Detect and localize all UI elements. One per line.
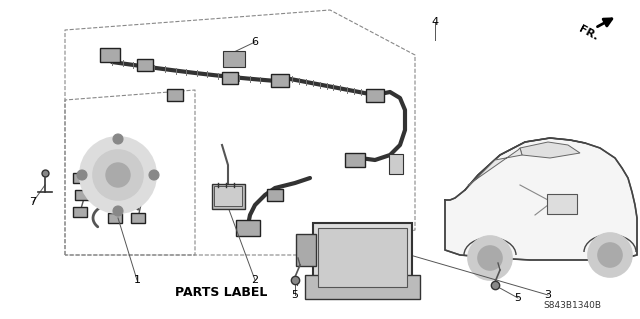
Text: FR.: FR.: [577, 24, 600, 42]
Text: 5: 5: [515, 293, 522, 303]
Text: 5: 5: [291, 290, 298, 300]
FancyBboxPatch shape: [296, 234, 316, 266]
Circle shape: [106, 163, 130, 187]
Circle shape: [588, 233, 632, 277]
FancyBboxPatch shape: [211, 183, 244, 209]
Polygon shape: [520, 142, 580, 158]
Circle shape: [478, 246, 502, 270]
Circle shape: [468, 236, 512, 280]
FancyBboxPatch shape: [214, 186, 242, 206]
Text: 4: 4: [431, 17, 438, 27]
FancyBboxPatch shape: [100, 48, 120, 62]
FancyBboxPatch shape: [345, 153, 365, 167]
FancyBboxPatch shape: [267, 189, 283, 201]
FancyBboxPatch shape: [271, 73, 289, 86]
FancyBboxPatch shape: [236, 220, 260, 236]
Text: 3: 3: [545, 290, 552, 300]
Text: 7: 7: [29, 197, 36, 207]
Text: 6: 6: [252, 37, 259, 47]
Circle shape: [149, 170, 159, 180]
Text: 1: 1: [134, 275, 141, 285]
FancyBboxPatch shape: [75, 190, 89, 200]
Circle shape: [93, 150, 143, 200]
FancyBboxPatch shape: [389, 154, 403, 174]
Polygon shape: [445, 138, 637, 260]
FancyBboxPatch shape: [131, 213, 145, 223]
Circle shape: [113, 206, 123, 216]
Text: S843B1340B: S843B1340B: [544, 300, 602, 309]
FancyBboxPatch shape: [547, 194, 577, 214]
Text: PARTS LABEL: PARTS LABEL: [175, 286, 267, 300]
Circle shape: [113, 134, 123, 144]
FancyBboxPatch shape: [366, 88, 384, 101]
FancyBboxPatch shape: [73, 207, 87, 217]
Text: 2: 2: [252, 275, 259, 285]
FancyBboxPatch shape: [167, 89, 183, 101]
Circle shape: [598, 243, 622, 267]
FancyBboxPatch shape: [305, 275, 420, 299]
FancyBboxPatch shape: [108, 213, 122, 223]
Circle shape: [77, 170, 87, 180]
Polygon shape: [468, 148, 522, 185]
FancyBboxPatch shape: [313, 223, 412, 292]
FancyBboxPatch shape: [223, 51, 245, 67]
Circle shape: [80, 137, 156, 213]
FancyBboxPatch shape: [137, 59, 153, 71]
FancyBboxPatch shape: [73, 173, 87, 183]
FancyBboxPatch shape: [318, 228, 407, 287]
FancyBboxPatch shape: [222, 72, 238, 84]
